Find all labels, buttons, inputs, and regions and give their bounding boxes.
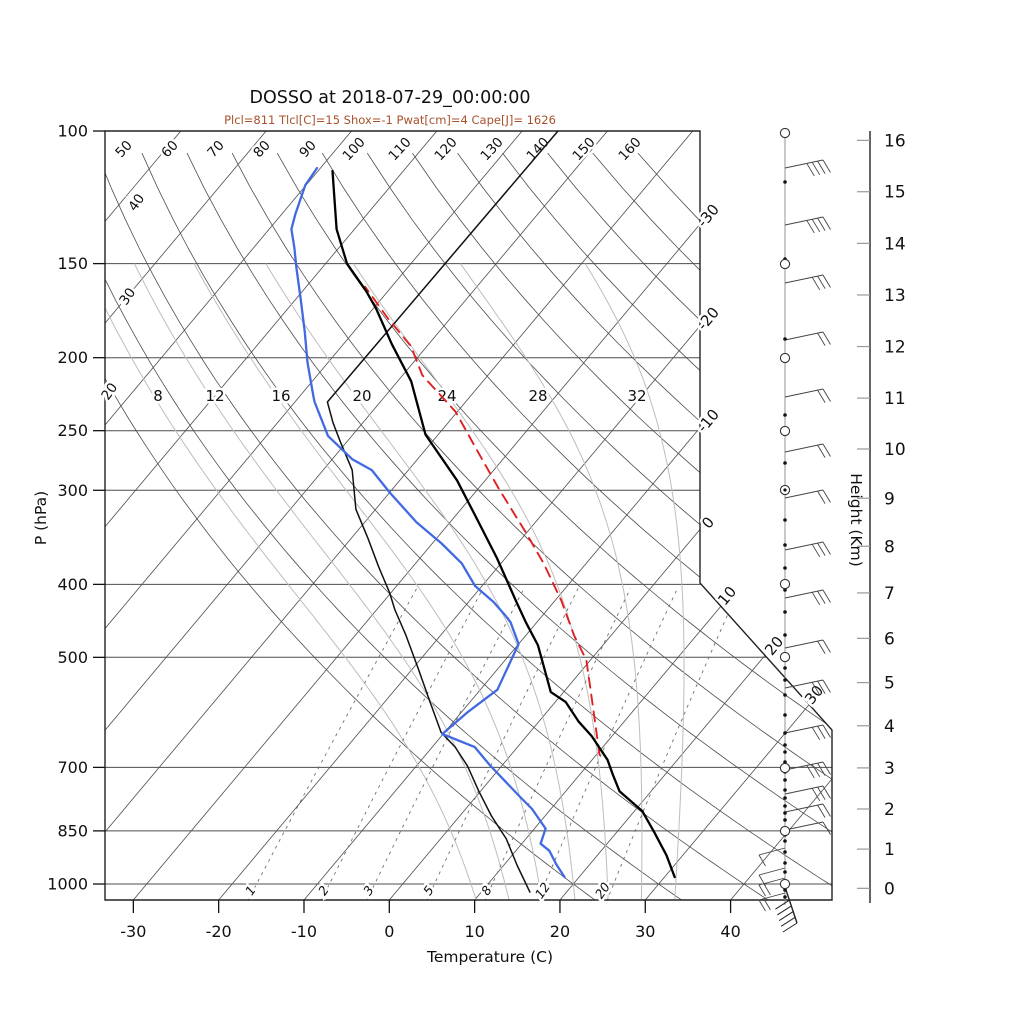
svg-text:-20: -20	[206, 922, 232, 941]
svg-text:5: 5	[420, 883, 437, 898]
svg-text:850: 850	[57, 821, 88, 840]
svg-text:100: 100	[339, 134, 368, 164]
svg-text:30: 30	[116, 285, 139, 308]
aux-moist-adiabat-curve	[326, 131, 559, 893]
svg-text:160: 160	[615, 134, 644, 164]
svg-text:-10: -10	[693, 406, 723, 436]
svg-text:20: 20	[592, 880, 613, 902]
svg-text:140: 140	[523, 134, 552, 164]
svg-text:8: 8	[478, 883, 495, 898]
pressure-gridlines	[105, 131, 832, 885]
svg-text:0: 0	[384, 922, 394, 941]
svg-text:80: 80	[250, 138, 273, 161]
svg-text:60: 60	[158, 138, 181, 161]
svg-text:700: 700	[57, 758, 88, 777]
svg-text:90: 90	[296, 138, 319, 161]
svg-text:-20: -20	[693, 304, 723, 334]
plot-frame	[104, 130, 833, 901]
svg-text:Temperature (C): Temperature (C)	[426, 948, 553, 966]
svg-text:5: 5	[884, 674, 895, 694]
svg-text:10: 10	[464, 922, 484, 941]
svg-text:110: 110	[385, 134, 414, 164]
svg-text:20: 20	[352, 387, 371, 405]
moist-adiabat-lines	[105, 263, 685, 900]
svg-text:70: 70	[204, 138, 227, 161]
svg-text:12: 12	[532, 880, 553, 902]
svg-text:1000: 1000	[47, 875, 88, 894]
svg-text:20: 20	[550, 922, 570, 941]
svg-text:4: 4	[884, 717, 895, 737]
svg-text:8: 8	[153, 387, 163, 405]
svg-text:Height (Km): Height (Km)	[847, 473, 865, 567]
svg-text:300: 300	[57, 481, 88, 500]
svg-text:-30: -30	[120, 922, 146, 941]
svg-text:0: 0	[698, 513, 718, 532]
svg-text:500: 500	[57, 648, 88, 667]
svg-text:16: 16	[884, 131, 906, 151]
svg-text:2: 2	[315, 883, 332, 898]
svg-text:P (hPa): P (hPa)	[32, 491, 50, 545]
svg-text:30: 30	[635, 922, 655, 941]
svg-text:40: 40	[720, 922, 740, 941]
pressure-axis	[93, 130, 105, 885]
mixing-ratio-lines	[246, 588, 740, 900]
svg-text:130: 130	[477, 134, 506, 164]
svg-text:15: 15	[884, 183, 906, 203]
svg-text:7: 7	[884, 584, 895, 604]
svg-text:32: 32	[627, 387, 646, 405]
svg-text:50: 50	[112, 138, 135, 161]
svg-text:200: 200	[57, 348, 88, 367]
svg-text:-10: -10	[291, 922, 317, 941]
svg-text:13: 13	[884, 286, 906, 306]
chart-title: DOSSO at 2018-07-29_00:00:00	[249, 88, 531, 108]
svg-text:3: 3	[360, 883, 377, 898]
svg-text:120: 120	[431, 134, 460, 164]
svg-text:14: 14	[884, 234, 906, 254]
svg-text:40: 40	[125, 191, 148, 214]
svg-text:11: 11	[884, 389, 906, 409]
chart-subtitle: Plcl=811 Tlcl[C]=15 Shox=-1 Pwat[cm]=4 C…	[224, 113, 556, 127]
svg-text:100: 100	[57, 122, 88, 141]
svg-text:0: 0	[884, 879, 895, 899]
sounding-curves	[290, 131, 676, 893]
dry-adiabat-lines	[105, 152, 832, 900]
svg-text:2: 2	[884, 800, 895, 820]
height-axis	[857, 131, 871, 903]
svg-text:24: 24	[437, 387, 456, 405]
wind-barb-column	[758, 127, 831, 933]
svg-text:28: 28	[528, 387, 547, 405]
svg-text:250: 250	[57, 421, 88, 440]
svg-text:12: 12	[205, 387, 224, 405]
temperature-curve	[331, 169, 676, 879]
svg-text:1: 1	[884, 840, 895, 860]
svg-text:150: 150	[569, 134, 598, 164]
svg-text:16: 16	[271, 387, 290, 405]
svg-text:1: 1	[242, 883, 259, 898]
svg-text:10: 10	[714, 583, 740, 609]
svg-text:12: 12	[884, 338, 906, 358]
parcel-curve	[364, 285, 601, 756]
svg-text:9: 9	[884, 489, 895, 509]
svg-text:6: 6	[884, 629, 895, 649]
dewpoint-curve	[290, 166, 566, 879]
svg-text:10: 10	[884, 440, 906, 460]
svg-text:150: 150	[57, 254, 88, 273]
svg-text:3: 3	[884, 759, 895, 779]
svg-text:8: 8	[884, 537, 895, 557]
svg-text:400: 400	[57, 575, 88, 594]
temperature-axis	[132, 900, 732, 913]
